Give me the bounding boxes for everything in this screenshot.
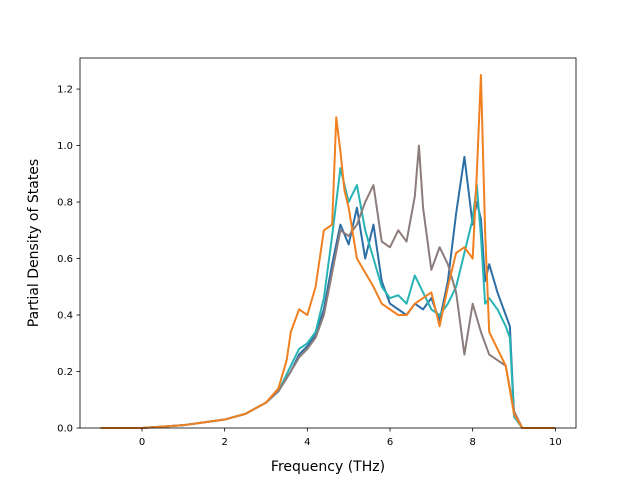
y-tick-label: 1.2 [57, 85, 73, 96]
y-tick-label: 0.6 [57, 254, 73, 265]
x-tick-label: 8 [469, 437, 475, 448]
x-tick-label: 2 [221, 437, 227, 448]
y-tick-label: 0.0 [57, 424, 73, 435]
y-axis-ticks: 0.0 0.2 0.4 0.6 0.8 1.0 1.2 [57, 85, 80, 435]
y-tick-label: 0.2 [57, 367, 73, 378]
x-tick-label: 10 [549, 437, 562, 448]
series-line-4 [100, 73, 556, 429]
x-tick-label: 0 [139, 437, 145, 448]
y-axis-label: Partial Density of States [26, 159, 42, 327]
y-tick-label: 0.8 [57, 198, 73, 209]
x-axis-ticks: 0 2 4 6 8 10 [139, 428, 562, 448]
x-axis-label: Frequency (THz) [271, 459, 385, 475]
y-tick-label: 0.4 [57, 311, 73, 322]
plot-frame [79, 57, 577, 429]
y-tick-label: 1.0 [57, 141, 73, 152]
x-tick-label: 4 [304, 437, 310, 448]
series-layer [100, 73, 556, 429]
x-tick-label: 6 [387, 437, 393, 448]
